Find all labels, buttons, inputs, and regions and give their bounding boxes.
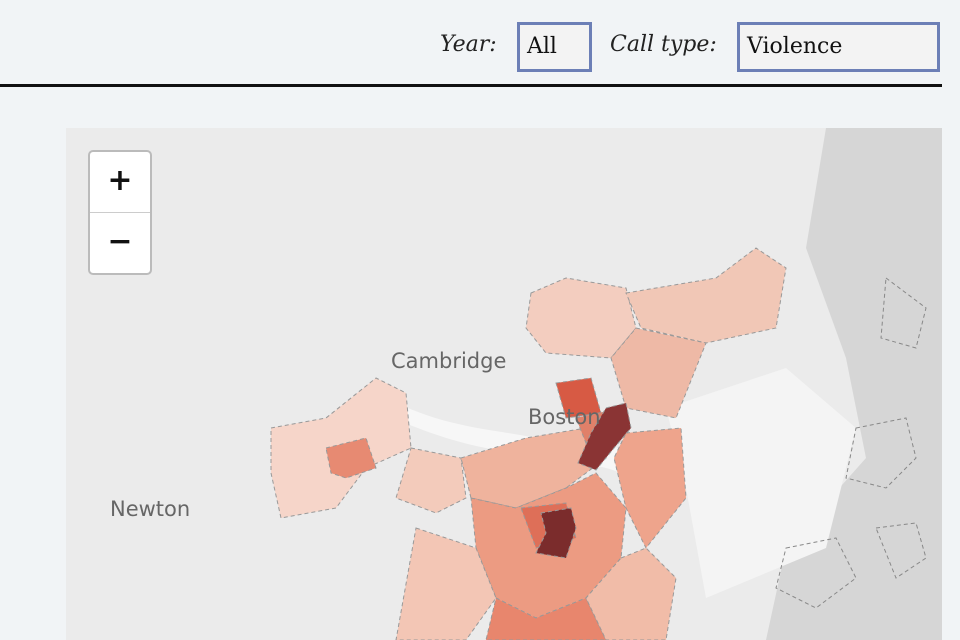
place-label: Boston bbox=[528, 405, 601, 429]
islands bbox=[775, 277, 927, 609]
map-svg: Cambridge Boston Newton bbox=[66, 128, 942, 640]
zoom-out[interactable]: − bbox=[90, 212, 150, 273]
zoom-control: + − bbox=[88, 150, 152, 275]
call-type-select[interactable]: Violence bbox=[737, 22, 940, 72]
divider bbox=[0, 84, 942, 87]
zoom-in[interactable]: + bbox=[107, 163, 133, 198]
place-label: Cambridge bbox=[391, 349, 506, 373]
year-label: Year: bbox=[440, 32, 497, 57]
ocean bbox=[766, 128, 942, 640]
harbor bbox=[666, 368, 856, 598]
place-label: Newton bbox=[110, 497, 190, 521]
call-type-label: Call type: bbox=[610, 32, 717, 57]
map[interactable]: Cambridge Boston Newton + − bbox=[66, 128, 942, 640]
year-select[interactable]: All bbox=[517, 22, 592, 72]
choropleth bbox=[270, 247, 787, 640]
